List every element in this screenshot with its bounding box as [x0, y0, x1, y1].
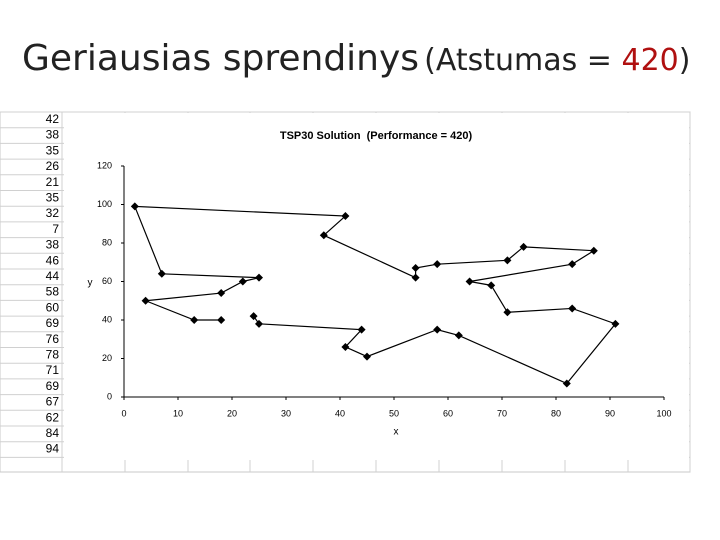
sheet-cell: 94 [46, 442, 60, 456]
x-tick-label: 0 [121, 408, 126, 418]
title-value: 420 [621, 43, 679, 78]
x-tick-label: 80 [551, 408, 561, 418]
point-marker [465, 277, 474, 286]
x-tick-label: 60 [443, 408, 453, 418]
y-tick-label: 20 [102, 353, 112, 363]
sheet-cell: 84 [46, 426, 60, 440]
point-marker [157, 269, 166, 278]
point-marker [249, 312, 258, 321]
sheet-cell: 7 [52, 222, 59, 236]
sheet-cell: 42 [46, 112, 60, 126]
sheet-cell: 46 [46, 253, 60, 267]
point-marker [190, 316, 199, 324]
x-tick-label: 40 [335, 408, 345, 418]
title-close: ) [678, 43, 691, 78]
sheet-cell: 62 [46, 410, 60, 424]
point-marker [217, 289, 226, 298]
point-marker [568, 304, 577, 313]
sheet-cell: 78 [46, 348, 60, 362]
point-marker [487, 281, 496, 290]
y-tick-label: 120 [97, 160, 112, 170]
chart-area [64, 113, 689, 460]
point-marker [589, 246, 598, 255]
sheet-cell: 26 [46, 159, 60, 173]
sheet-cell: 44 [46, 269, 60, 283]
point-marker [562, 379, 571, 388]
x-tick-label: 50 [389, 408, 399, 418]
point-marker [454, 331, 463, 340]
y-tick-label: 100 [97, 199, 112, 209]
sheet-cell: 35 [46, 191, 60, 205]
point-marker [341, 212, 350, 221]
point-marker [319, 231, 328, 240]
point-marker [217, 316, 226, 324]
point-marker [255, 319, 263, 328]
point-marker [130, 202, 139, 211]
sheet-cell: 58 [46, 285, 60, 299]
x-tick-label: 70 [497, 408, 507, 418]
y-tick-label: 80 [102, 237, 112, 247]
x-tick-label: 10 [173, 408, 183, 418]
x-tick-label: 100 [656, 408, 671, 418]
point-marker [503, 308, 512, 317]
sheet-cell: 60 [46, 300, 60, 314]
slide-title: Geriausias sprendinys (Atstumas = 420) [22, 38, 690, 79]
point-marker [519, 242, 528, 251]
point-marker [433, 325, 442, 334]
point-marker [503, 256, 512, 265]
sheet-cell: 38 [46, 238, 60, 252]
point-marker [411, 273, 420, 282]
x-tick-label: 90 [605, 408, 615, 418]
x-tick-label: 20 [227, 408, 237, 418]
sheet-cell: 76 [46, 332, 60, 346]
y-axis-label: y [88, 278, 93, 289]
point-marker [611, 319, 620, 328]
sheet-cell: 71 [46, 363, 60, 377]
sheet-cell: 67 [46, 395, 60, 409]
title-open: (Atstumas = [424, 43, 622, 78]
y-tick-label: 40 [102, 314, 112, 324]
sheet-cell: 32 [46, 206, 60, 220]
point-marker [255, 273, 263, 282]
point-marker [341, 342, 350, 351]
x-axis-label: x [394, 427, 399, 438]
x-tick-label: 30 [281, 408, 291, 418]
sheet-cell: 21 [46, 175, 60, 189]
point-marker [568, 260, 577, 269]
point-marker [363, 352, 371, 361]
chart-title: TSP30 Solution (Performance = 420) [280, 130, 473, 142]
point-marker [238, 277, 247, 286]
point-marker [411, 264, 420, 273]
point-marker [141, 296, 150, 305]
y-tick-label: 0 [107, 391, 112, 401]
sheet-cell: 69 [46, 379, 60, 393]
title-main: Geriausias sprendinys [22, 38, 420, 79]
sheet-cell: 38 [46, 128, 60, 142]
sheet-cell: 35 [46, 143, 60, 157]
y-tick-label: 60 [102, 276, 112, 286]
point-marker [433, 260, 442, 269]
sheet-cell: 69 [46, 316, 60, 330]
point-marker [357, 325, 366, 334]
